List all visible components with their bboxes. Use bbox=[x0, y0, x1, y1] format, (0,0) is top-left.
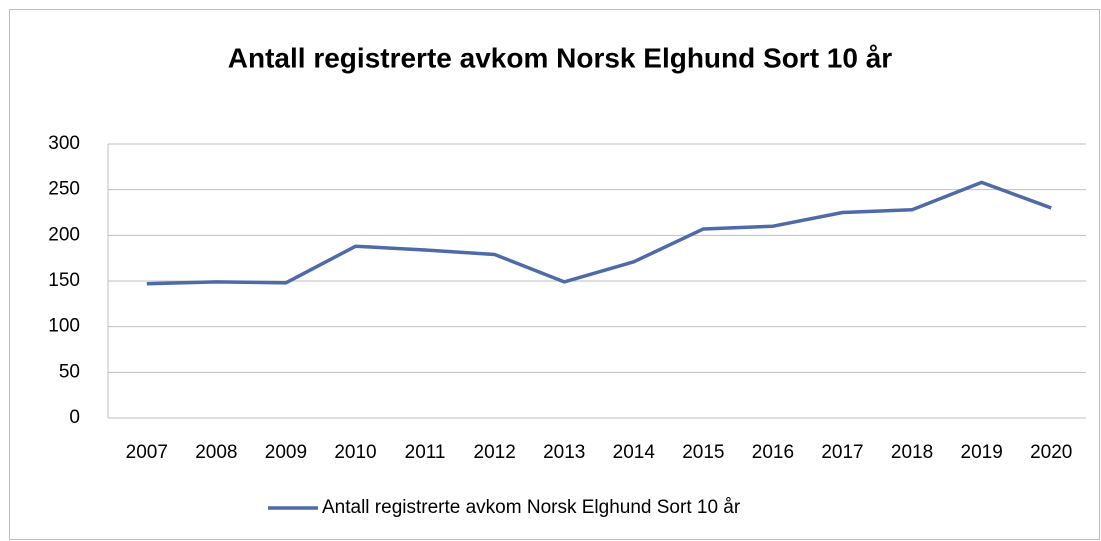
y-tick-label: 100 bbox=[48, 316, 80, 337]
x-tick-label: 2020 bbox=[1030, 442, 1072, 463]
x-tick-label: 2016 bbox=[752, 442, 794, 463]
x-tick-label: 2011 bbox=[405, 442, 446, 463]
y-tick-label: 200 bbox=[48, 224, 80, 245]
x-tick-label: 2019 bbox=[961, 442, 1003, 463]
x-tick-label: 2017 bbox=[821, 442, 863, 463]
x-tick-label: 2007 bbox=[126, 442, 168, 463]
x-tick-label: 2010 bbox=[334, 442, 376, 463]
x-tick-label: 2008 bbox=[195, 442, 237, 463]
y-tick-label: 150 bbox=[48, 270, 80, 291]
x-tick-label: 2015 bbox=[682, 442, 724, 463]
legend-label: Antall registrerte avkom Norsk Elghund S… bbox=[322, 497, 741, 518]
x-tick-label: 2014 bbox=[613, 442, 656, 463]
y-tick-label: 300 bbox=[48, 133, 80, 154]
chart-title: Antall registrerte avkom Norsk Elghund S… bbox=[228, 42, 893, 73]
y-tick-label: 250 bbox=[48, 179, 80, 200]
data-line bbox=[146, 180, 1052, 286]
x-tick-label: 2012 bbox=[474, 442, 516, 463]
x-tick-label: 2009 bbox=[265, 442, 307, 463]
y-tick-label: 0 bbox=[69, 407, 80, 428]
x-tick-label: 2018 bbox=[891, 442, 933, 463]
chart-border bbox=[9, 9, 1100, 540]
x-tick-label: 2013 bbox=[543, 442, 585, 463]
y-tick-label: 50 bbox=[59, 361, 80, 382]
